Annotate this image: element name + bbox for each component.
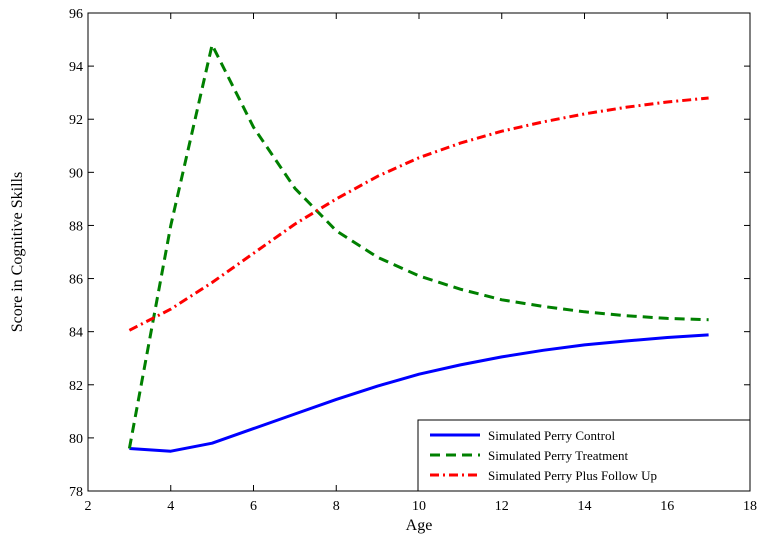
y-tick-label: 96 (69, 7, 83, 22)
legend-label-3: Simulated Perry Plus Follow Up (488, 468, 657, 483)
x-tick-label: 18 (743, 499, 757, 514)
legend-label-2: Simulated Perry Treatment (488, 448, 628, 463)
x-tick-label: 4 (167, 499, 174, 514)
y-tick-label: 86 (69, 273, 83, 288)
y-tick-label: 84 (69, 326, 83, 341)
x-tick-label: 14 (578, 499, 592, 514)
x-tick-label: 10 (412, 499, 426, 514)
x-tick-label: 2 (85, 499, 92, 514)
x-tick-label: 6 (250, 499, 257, 514)
x-tick-label: 16 (660, 499, 674, 514)
y-tick-label: 78 (69, 485, 83, 500)
y-tick-label: 94 (69, 60, 83, 75)
axis-ticks: 2 4 6 8 10 12 14 16 18 78 80 82 84 86 88 90 92 94 96 (69, 7, 757, 514)
x-axis-title: Age (406, 517, 433, 534)
y-tick-label: 82 (69, 379, 83, 394)
y-axis-title: Score in Cognitive Skills (9, 172, 26, 332)
y-tick-label: 88 (69, 219, 83, 234)
legend-label-1: Simulated Perry Control (488, 428, 615, 443)
x-tick-label: 8 (333, 499, 340, 514)
x-tick-label: 12 (495, 499, 509, 514)
series-line-1 (129, 333, 709, 453)
y-tick-label: 90 (69, 166, 83, 181)
series-lines (127, 43, 709, 453)
series-line-2 (127, 43, 709, 449)
y-tick-label: 80 (69, 432, 83, 447)
legend: Simulated Perry Control Simulated Perry T… (417, 419, 751, 492)
y-tick-label: 92 (69, 113, 83, 128)
legend-box (417, 419, 751, 492)
series-line-3 (128, 96, 709, 332)
plot-area (87, 12, 751, 492)
